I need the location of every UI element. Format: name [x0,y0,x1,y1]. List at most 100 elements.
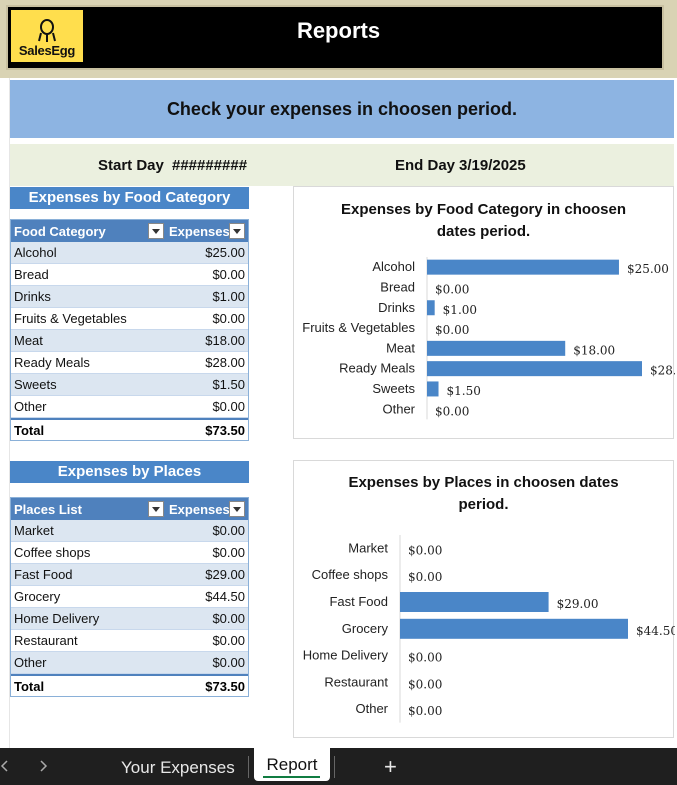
filter-dropdown-icon[interactable] [148,501,164,517]
data-label: $44.50 [636,624,675,638]
chevron-right-icon[interactable] [38,759,48,773]
places-section-heading: Expenses by Places [10,461,249,483]
row-value: $18.00 [205,333,245,348]
places-table-header: Places List Expenses [11,498,248,520]
bar[interactable] [400,618,628,639]
table-row[interactable]: Other $0.00 [11,396,248,418]
chevron-left-icon[interactable] [0,759,10,773]
data-label: $0.00 [408,704,442,718]
bar[interactable] [427,340,566,356]
table-row[interactable]: Drinks $1.00 [11,286,248,308]
food-table: Food Category Expenses Alcohol $25.00 Brea… [10,219,249,441]
row-label: Bread [14,267,49,282]
data-label: $18.00 [573,343,615,357]
sheet-margin [0,78,10,748]
tab-report[interactable]: Report [266,755,318,774]
filter-dropdown-icon[interactable] [229,223,245,239]
table-row[interactable]: Bread $0.00 [11,264,248,286]
table-row[interactable]: Meat $18.00 [11,330,248,352]
data-label: $0.00 [408,543,442,557]
active-tab-indicator [263,776,320,778]
subtitle-banner: Check your expenses in choosen period. [10,80,674,138]
row-value: $44.50 [205,589,245,604]
egg-chef-icon [38,19,56,42]
date-range-bar [10,144,674,186]
places-col-header: Places List [14,501,82,517]
table-row[interactable]: Coffee shops $0.00 [11,542,248,564]
table-row[interactable]: Other $0.00 [11,652,248,674]
row-label: Fruits & Vegetables [14,311,127,326]
row-value: $0.00 [212,311,245,326]
expenses-col-header: Expenses [169,223,230,239]
row-value: $25.00 [205,245,245,260]
row-value: $0.00 [212,399,245,414]
food-chart[interactable]: Expenses by Food Category in choosen dat… [293,186,675,439]
table-row[interactable]: Fruits & Vegetables $0.00 [11,308,248,330]
category-tick-label: Other [382,401,415,416]
tab-divider [334,756,335,778]
row-value: $28.00 [205,355,245,370]
filter-dropdown-icon[interactable] [229,501,245,517]
sheet-tab-bar [0,748,677,785]
table-row[interactable]: Grocery $44.50 [11,586,248,608]
category-tick-label: Ready Meals [339,361,415,376]
table-row[interactable]: Sweets $1.50 [11,374,248,396]
table-row[interactable]: Alcohol $25.00 [11,242,248,264]
expenses-col-header: Expenses [169,501,230,517]
row-label: Drinks [14,289,51,304]
food-rows: Alcohol $25.00 Bread $0.00 Drinks $1.00 Fruits… [11,242,248,418]
row-label: Grocery [14,589,61,604]
row-label: Restaurant [14,633,78,648]
category-tick-label: Market [348,540,388,555]
bar[interactable] [427,300,435,316]
places-chart[interactable]: Expenses by Places in choosen dates peri… [293,460,675,738]
data-label: $0.00 [408,677,442,691]
end-day-value[interactable]: 3/19/2025 [459,157,526,174]
category-tick-label: Alcohol [372,259,415,274]
total-value: $73.50 [205,678,245,694]
logo-text: SalesEgg [18,43,76,58]
row-label: Coffee shops [14,545,91,560]
table-row[interactable]: Ready Meals $28.00 [11,352,248,374]
bar[interactable] [427,259,619,275]
category-tick-label: Drinks [378,300,415,315]
category-tick-label: Other [355,701,388,716]
table-row[interactable]: Market $0.00 [11,520,248,542]
table-row[interactable]: Restaurant $0.00 [11,630,248,652]
add-sheet-button[interactable]: + [384,754,397,779]
table-row[interactable]: Fast Food $29.00 [11,564,248,586]
category-tick-label: Bread [380,279,415,294]
food-col-header: Food Category [14,223,106,239]
header-bar [6,5,664,70]
category-tick-label: Coffee shops [312,567,389,582]
row-label: Meat [14,333,43,348]
start-day-value[interactable]: ######### [172,157,248,174]
row-value: $0.00 [212,267,245,282]
places-chart-plot: Market $0.00 Coffee shops $0.00 Fast Food $29… [303,535,675,723]
tab-divider [248,756,249,778]
row-label: Home Delivery [14,611,100,626]
category-tick-label: Fast Food [329,594,388,609]
category-tick-label: Meat [386,340,415,355]
category-tick-label: Restaurant [324,674,388,689]
salesegg-logo: SalesEgg [11,10,83,62]
total-value: $73.50 [205,422,245,438]
food-chart-title: Expenses by Food Category in choosen dat… [340,201,627,240]
table-row[interactable]: Home Delivery $0.00 [11,608,248,630]
tab-your-expenses[interactable]: Your Expenses [121,758,235,777]
food-section-heading: Expenses by Food Category [10,187,249,209]
row-label: Alcohol [14,245,57,260]
data-label: $28.00 [650,364,675,378]
data-label: $0.00 [435,282,469,296]
row-value: $0.00 [212,523,245,538]
filter-dropdown-icon[interactable] [148,223,164,239]
bar[interactable] [427,381,439,397]
total-label: Total [14,422,45,438]
row-value: $0.00 [212,633,245,648]
row-label: Other [14,399,47,414]
bar[interactable] [427,361,642,377]
food-total-row: Total $73.50 [11,418,248,440]
bar[interactable] [400,592,549,612]
food-table-header: Food Category Expenses [11,220,248,242]
category-tick-label: Sweets [372,381,415,396]
